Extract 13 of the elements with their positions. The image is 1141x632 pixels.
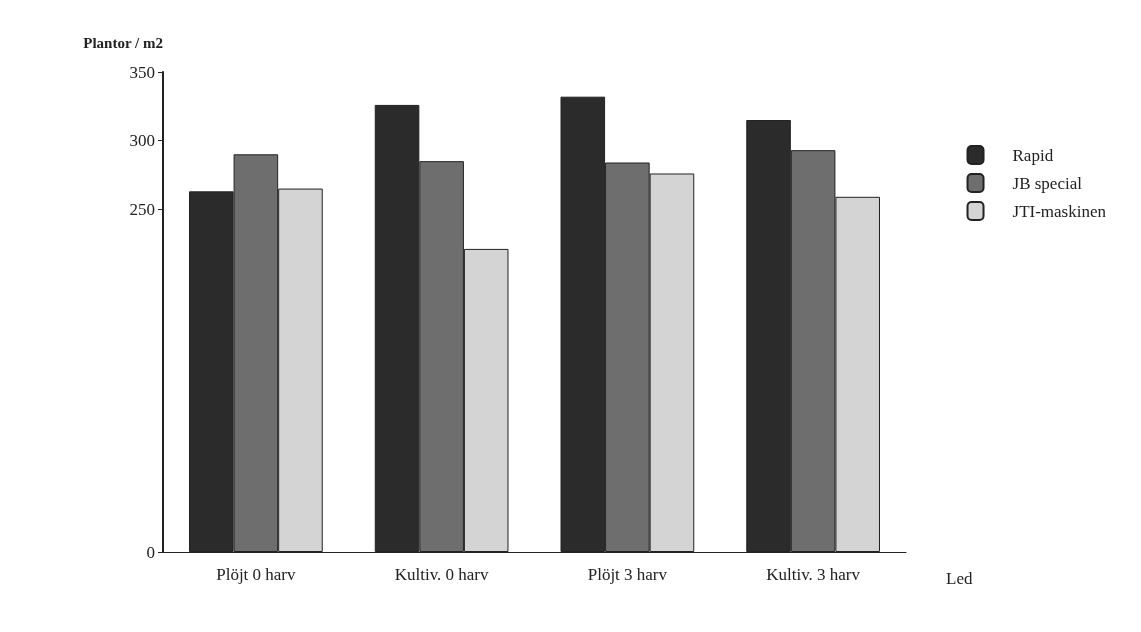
y-tick-label: 250 <box>129 199 155 219</box>
y-tick-label: 350 <box>129 62 155 82</box>
y-tick-label: 0 <box>146 542 155 562</box>
x-tick-label: Kultiv. 0 harv <box>394 565 490 584</box>
y-axis-title: Plantor / m2 <box>83 34 163 51</box>
legend-label: JB special <box>1012 173 1083 193</box>
y-tick-label: 300 <box>129 131 155 151</box>
x-tick-label: Plöjt 3 harv <box>587 565 668 584</box>
x-tick-label: Kultiv. 3 harv <box>766 565 861 584</box>
legend-label: Rapid <box>1012 145 1054 165</box>
x-axis-title: Led <box>946 569 973 588</box>
legend-label: JTI-maskinen <box>1012 201 1107 221</box>
x-tick-label: Plöjt 0 harv <box>216 565 297 584</box>
